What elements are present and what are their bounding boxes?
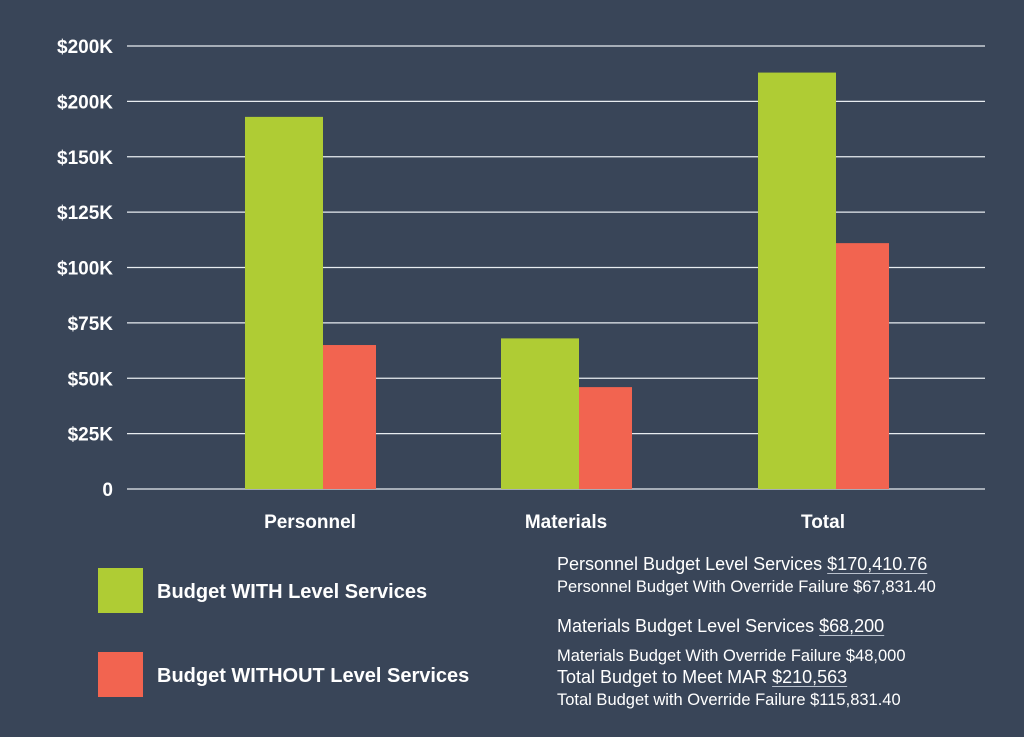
bar-with-personnel [245, 116, 323, 489]
y-tick-label: $75K [68, 314, 114, 335]
x-tick-label: Total [801, 512, 845, 533]
bar-with-materials [501, 338, 579, 489]
note-value: $48,000 [845, 647, 906, 665]
bar-without-materials [579, 387, 632, 489]
y-tick-label: $200K [57, 92, 113, 113]
bar-with-total [758, 72, 836, 489]
note-label: Materials Budget Level Services [557, 616, 820, 636]
bar-chart: 0 $25K $50K $75K $100K $125K $150K $200K $200K Pe… [57, 37, 985, 533]
y-tick-label: $125K [57, 203, 113, 224]
note-materials-override: Materials Budget With Override Failure $… [557, 647, 906, 666]
y-tick-label: $50K [68, 369, 114, 390]
y-tick-label: $100K [57, 259, 113, 280]
note-materials-level: Materials Budget Level Services $68,200 [557, 616, 884, 637]
note-value: $115,831.40 [810, 691, 901, 709]
y-tick-label: $150K [57, 148, 113, 169]
legend-swatch-with [98, 568, 143, 613]
note-label: Personnel Budget Level Services [557, 554, 828, 574]
bar-without-personnel [323, 345, 376, 489]
x-tick-label: Materials [525, 512, 607, 533]
note-label: Materials Budget With Override Failure [557, 647, 846, 665]
note-total-override: Total Budget with Override Failure $115,… [557, 691, 901, 710]
note-personnel-override: Personnel Budget With Override Failure $… [557, 578, 936, 597]
note-value: $67,831.40 [853, 578, 936, 596]
legend-label-with: Budget WITH Level Services [157, 581, 428, 603]
note-personnel-level: Personnel Budget Level Services $170,410… [557, 554, 927, 575]
note-total-mar: Total Budget to Meet MAR $210,563 [557, 667, 847, 688]
note-label: Personnel Budget With Override Failure [557, 578, 854, 596]
y-tick-label: $200K [57, 37, 113, 58]
y-tick-label: 0 [102, 480, 113, 501]
legend-swatch-without [98, 652, 143, 697]
legend-label-without: Budget WITHOUT Level Services [157, 665, 470, 687]
note-label: Total Budget with Override Failure [557, 691, 811, 709]
bar-without-total [836, 243, 889, 489]
note-value: $68,200 [819, 616, 885, 636]
x-tick-label: Personnel [264, 512, 356, 533]
note-value: $210,563 [772, 667, 848, 687]
note-label: Total Budget to Meet MAR [557, 667, 773, 687]
y-tick-label: $25K [68, 425, 114, 446]
note-value: $170,410.76 [827, 554, 928, 574]
